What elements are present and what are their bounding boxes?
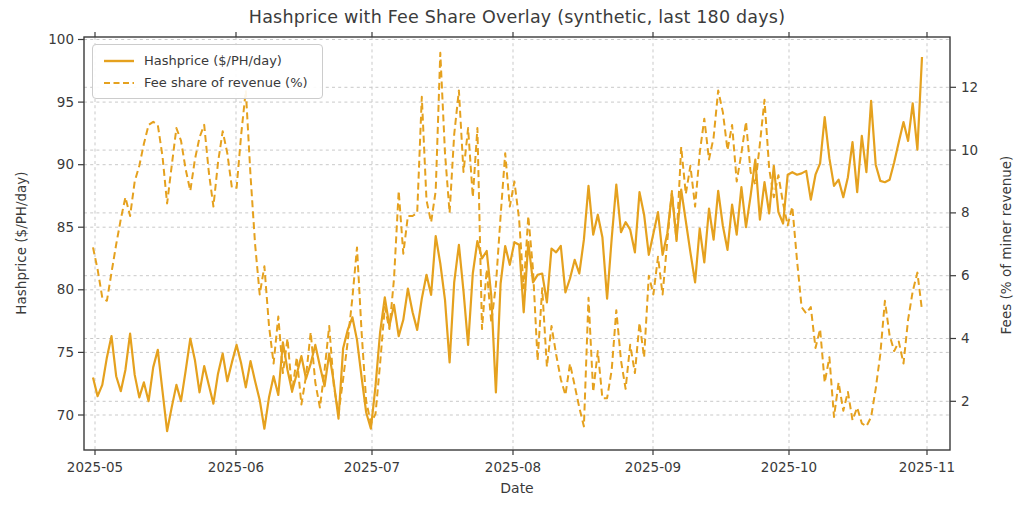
y-tick-label-right: 10 (961, 142, 978, 158)
dashed-line-sample (103, 80, 135, 86)
legend-entry-feeshare: Fee share of revenue (%) (103, 75, 308, 90)
y-tick-label-left: 75 (57, 344, 74, 360)
x-tick-label: 2025-07 (344, 459, 400, 475)
y-tick-label-left: 70 (57, 407, 74, 423)
x-tick-label: 2025-06 (208, 459, 264, 475)
legend: Hashprice ($/PH/day) Fee share of revenu… (92, 44, 323, 99)
x-axis-label: Date (84, 480, 950, 496)
y-tick-label-left: 80 (57, 281, 74, 297)
y-tick-label-left: 90 (57, 156, 74, 172)
solid-line-sample (103, 58, 135, 64)
y-tick-label-right: 12 (961, 79, 978, 95)
y-tick-label-right: 2 (961, 393, 970, 409)
y-tick-label-left: 85 (57, 219, 74, 235)
fee-share-line (93, 53, 922, 427)
y-tick-label-left: 100 (48, 31, 74, 47)
x-tick-label: 2025-10 (761, 459, 817, 475)
x-tick-label: 2025-08 (485, 459, 541, 475)
legend-entry-hashprice: Hashprice ($/PH/day) (103, 53, 308, 68)
x-tick-label: 2025-11 (899, 459, 955, 475)
y-tick-label-right: 4 (961, 330, 970, 346)
y-tick-label-right: 6 (961, 267, 970, 283)
y-axis-label-left: Hashprice ($/PH/day) (13, 37, 29, 450)
y-tick-label-left: 95 (57, 94, 74, 110)
y-axis-label-right: Fees (% of miner revenue) (998, 39, 1014, 452)
x-tick-label: 2025-05 (67, 459, 123, 475)
legend-label-hashprice: Hashprice ($/PH/day) (144, 53, 282, 68)
x-tick-label: 2025-09 (625, 459, 681, 475)
hashprice-fee-chart: Hashprice with Fee Share Overlay (synthe… (0, 0, 1024, 507)
y-tick-label-right: 8 (961, 204, 970, 220)
legend-label-feeshare: Fee share of revenue (%) (144, 75, 308, 90)
hashprice-line (93, 57, 922, 431)
